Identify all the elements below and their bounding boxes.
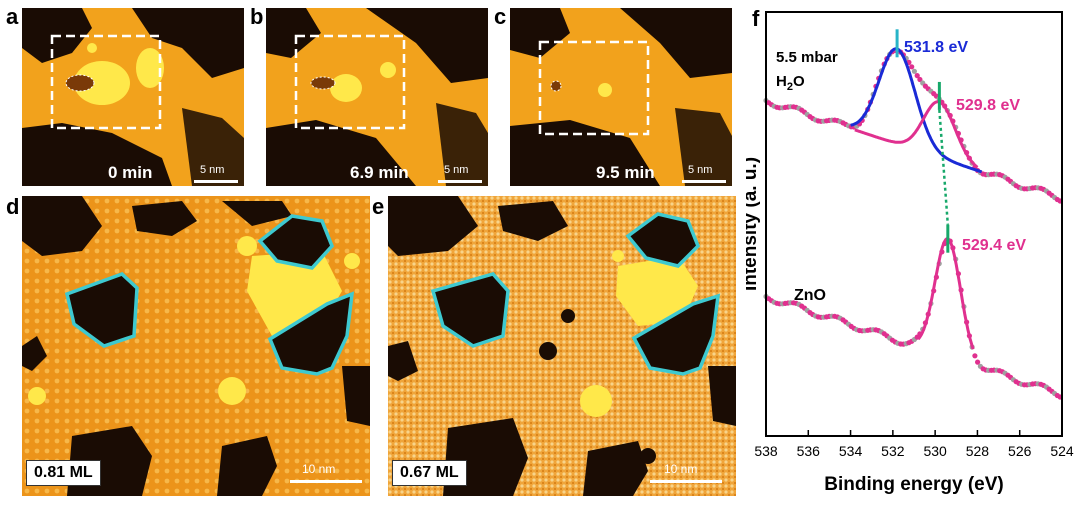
peak-label-1: 531.8 eV bbox=[904, 39, 968, 56]
xps-chart: 538 536 534 532 530 528 526 524 Binding energy … bbox=[746, 11, 1074, 495]
stm-image-e bbox=[388, 196, 736, 496]
lower-data-point bbox=[975, 359, 981, 365]
panel-e: 0.67 ML 10 nm bbox=[388, 196, 736, 496]
x-tick-label: 528 bbox=[966, 443, 990, 459]
stm-image-c bbox=[510, 8, 732, 186]
x-tick-label: 526 bbox=[1008, 443, 1032, 459]
peak-shift-line bbox=[938, 109, 950, 225]
peak-label-3: 529.4 eV bbox=[962, 237, 1026, 254]
x-axis-ticks: 538 536 534 532 530 528 526 524 bbox=[754, 430, 1074, 459]
x-tick-label: 532 bbox=[881, 443, 905, 459]
x-tick-label: 538 bbox=[754, 443, 778, 459]
scale-bar-c bbox=[682, 180, 726, 183]
stm-image-b bbox=[266, 8, 488, 186]
panel-label-c: c bbox=[494, 4, 507, 29]
pink-fit-curve-lower bbox=[917, 237, 975, 350]
zno-label: ZnO bbox=[794, 287, 826, 304]
scale-bar-b bbox=[438, 180, 482, 183]
x-tick-label: 536 bbox=[797, 443, 821, 459]
scale-text-e: 10 nm bbox=[664, 462, 698, 476]
condition-label-1: 5.5 mbar bbox=[776, 49, 838, 66]
time-label-b: 6.9 min bbox=[350, 163, 409, 182]
scale-text-c: 5 nm bbox=[688, 164, 713, 176]
scale-bar-a bbox=[194, 180, 238, 183]
stm-image-d bbox=[22, 196, 370, 496]
upper-data-point bbox=[911, 68, 917, 74]
panel-label-e: e bbox=[372, 194, 385, 219]
condition-label-2: H2O bbox=[776, 73, 805, 93]
panel-a: 0 min 5 nm bbox=[22, 8, 244, 186]
plot-frame bbox=[765, 11, 1063, 437]
panel-label-b: b bbox=[250, 4, 264, 29]
x-tick-label: 530 bbox=[923, 443, 947, 459]
panel-c: 9.5 min 5 nm bbox=[510, 8, 732, 186]
time-label-c: 9.5 min bbox=[596, 163, 655, 182]
xps-curves bbox=[763, 29, 1063, 400]
panel-b: 6.9 min 5 nm bbox=[266, 8, 488, 186]
panel-label-a: a bbox=[6, 4, 19, 29]
blue-fit-curve bbox=[850, 47, 983, 174]
peak-label-2: 529.8 eV bbox=[956, 97, 1020, 114]
upper-data-point bbox=[914, 73, 920, 79]
scale-text-a: 5 nm bbox=[200, 164, 225, 176]
y-axis-label: Intensity (a. u.) bbox=[746, 157, 761, 291]
panel-label-d: d bbox=[6, 194, 20, 219]
panel-d: 0.81 ML 10 nm bbox=[22, 196, 370, 496]
panel-label-f: f bbox=[752, 6, 760, 31]
scale-text-b: 5 nm bbox=[444, 164, 469, 176]
scale-bar-e bbox=[650, 480, 722, 483]
lower-data-point bbox=[972, 353, 978, 359]
pink-fit-curve-upper bbox=[854, 100, 979, 169]
coverage-label-e: 0.67 ML bbox=[392, 460, 467, 486]
time-label-a: 0 min bbox=[108, 163, 153, 182]
x-tick-label: 534 bbox=[839, 443, 863, 459]
x-axis-label: Binding energy (eV) bbox=[824, 474, 1003, 495]
upper-data-point bbox=[917, 76, 923, 83]
coverage-label-d: 0.81 ML bbox=[26, 460, 101, 486]
x-tick-label: 524 bbox=[1050, 443, 1074, 459]
upper-data-point bbox=[909, 64, 915, 70]
scale-bar-d bbox=[290, 480, 362, 483]
stm-image-a bbox=[22, 8, 244, 186]
scale-text-d: 10 nm bbox=[302, 462, 336, 476]
